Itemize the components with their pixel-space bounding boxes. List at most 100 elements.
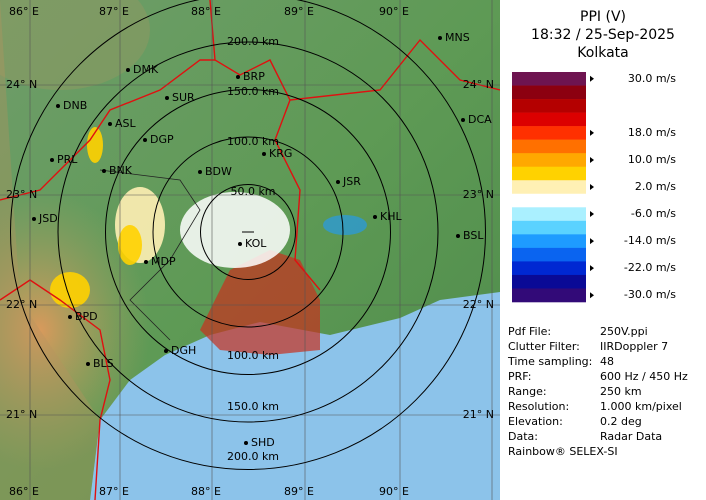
ring-label: 150.0 km xyxy=(227,85,279,98)
echo xyxy=(180,192,290,268)
lon-label: 90° E xyxy=(379,485,409,498)
info-key: PRF: xyxy=(508,370,532,383)
info-key: Pdf File: xyxy=(508,325,552,338)
legend-swatch xyxy=(512,126,586,140)
lat-label: 23° N xyxy=(6,188,37,201)
city-label: BPD xyxy=(75,310,98,323)
legend-label: 18.0 m/s xyxy=(628,126,676,139)
echo xyxy=(87,127,103,163)
legend-swatch xyxy=(512,72,586,86)
city-label: SHD xyxy=(251,436,275,449)
legend-label: -14.0 m/s xyxy=(624,234,676,247)
legend-swatch xyxy=(512,85,586,100)
legend-arrow xyxy=(590,156,594,163)
info-value: 250V.ppi xyxy=(600,325,648,338)
city-label: KHL xyxy=(380,210,402,223)
info-value: 48 xyxy=(600,355,614,368)
city-label: KRG xyxy=(269,147,292,160)
info-row: PRF: 600 Hz / 450 Hz xyxy=(508,369,706,384)
info-row: Elevation: 0.2 deg xyxy=(508,414,706,429)
overlay: 86° E 86° E 87° E 87° E 88° E 88° E 89° E 89° E… xyxy=(0,0,500,500)
lat-label: 22° N xyxy=(463,298,494,311)
city-dot xyxy=(165,96,169,100)
border xyxy=(289,38,500,101)
city-label: BDW xyxy=(205,165,232,178)
city-dot xyxy=(373,215,377,219)
highland xyxy=(0,0,150,90)
city-label: PRL xyxy=(57,153,78,166)
info-key: Data: xyxy=(508,430,538,443)
legend-swatch xyxy=(512,139,586,154)
info-row: Range: 250 km xyxy=(508,384,706,399)
city-dot xyxy=(244,441,248,445)
range-ring xyxy=(57,41,439,423)
legend-label: -6.0 m/s xyxy=(631,207,676,220)
lat-label: 24° N xyxy=(6,78,37,91)
city-dot xyxy=(102,169,106,173)
echo xyxy=(118,225,142,265)
lat-label: 21° N xyxy=(6,408,37,421)
city-label: JSR xyxy=(342,175,361,188)
city-dot xyxy=(86,362,90,366)
lon-label: 90° E xyxy=(379,5,409,18)
legend-swatch xyxy=(512,234,586,249)
info-key: Time sampling: xyxy=(508,355,593,368)
city-label: BSL xyxy=(463,229,484,242)
legend-swatch xyxy=(512,207,586,222)
lon-label: 86° E xyxy=(9,5,39,18)
highland xyxy=(0,190,150,470)
info-panel: PPI (V) 18:32 / 25-Sep-2025 Kolkata 30.0… xyxy=(500,0,706,500)
lon-label: 88° E xyxy=(191,5,221,18)
legend-swatch xyxy=(512,99,586,113)
city-label: ASL xyxy=(115,117,137,130)
city-dot xyxy=(461,118,465,122)
radar-map: 86° E 86° E 87° E 87° E 88° E 88° E 89° E 89° E… xyxy=(0,0,500,500)
city-dot xyxy=(108,122,112,126)
district-boundary xyxy=(99,169,201,341)
city-label: BRP xyxy=(243,70,265,83)
info-value: 1.000 km/pixel xyxy=(600,400,682,413)
echo xyxy=(323,215,367,235)
city-dot xyxy=(438,36,442,40)
range-ring xyxy=(152,136,344,328)
info-value: IIRDoppler 7 xyxy=(600,340,669,353)
lon-label: 89° E xyxy=(284,5,314,18)
legend-swatch xyxy=(512,180,586,195)
lat-label: 23° N xyxy=(463,188,494,201)
info-key: Clutter Filter: xyxy=(508,340,580,353)
city-dot xyxy=(144,260,148,264)
info-key: Range: xyxy=(508,385,547,398)
city-dot xyxy=(68,315,72,319)
legend-swatch xyxy=(512,274,586,289)
info-key: Elevation: xyxy=(508,415,563,428)
lon-label: 88° E xyxy=(191,485,221,498)
legend-label: -22.0 m/s xyxy=(624,261,676,274)
city-label: JSD xyxy=(38,212,58,225)
color-legend: 30.0 m/s 18.0 m/s 10.0 m/s 2.0 m/s -6.0 m/s -… xyxy=(512,72,676,303)
lat-label: 22° N xyxy=(6,298,37,311)
legend-swatch xyxy=(512,112,586,127)
legend-label: 30.0 m/s xyxy=(628,72,676,85)
legend-label: 2.0 m/s xyxy=(635,180,676,193)
range-ring xyxy=(10,0,486,470)
ring-label: 100.0 km xyxy=(227,349,279,362)
city-dot xyxy=(164,349,168,353)
border xyxy=(0,59,215,201)
city-label: SUR xyxy=(172,91,195,104)
info-row: Data: Radar Data xyxy=(508,429,706,444)
ring-label: 150.0 km xyxy=(227,400,279,413)
lon-label: 89° E xyxy=(284,485,314,498)
range-ring xyxy=(105,89,391,375)
legend-swatch xyxy=(512,247,586,262)
legend-arrow xyxy=(590,184,594,190)
footer: Rainbow® SELEX-SI xyxy=(508,445,618,458)
city-label: DGP xyxy=(150,133,174,146)
info-value: Radar Data xyxy=(600,430,663,443)
range-ring xyxy=(200,184,296,280)
info-value: 600 Hz / 450 Hz xyxy=(600,370,688,383)
terrain xyxy=(0,0,100,500)
info-table: Pdf File: 250V.ppi Clutter Filter: IIRDoppl… xyxy=(508,324,706,444)
city-dot xyxy=(238,242,242,246)
city-label: BLS xyxy=(93,357,114,370)
